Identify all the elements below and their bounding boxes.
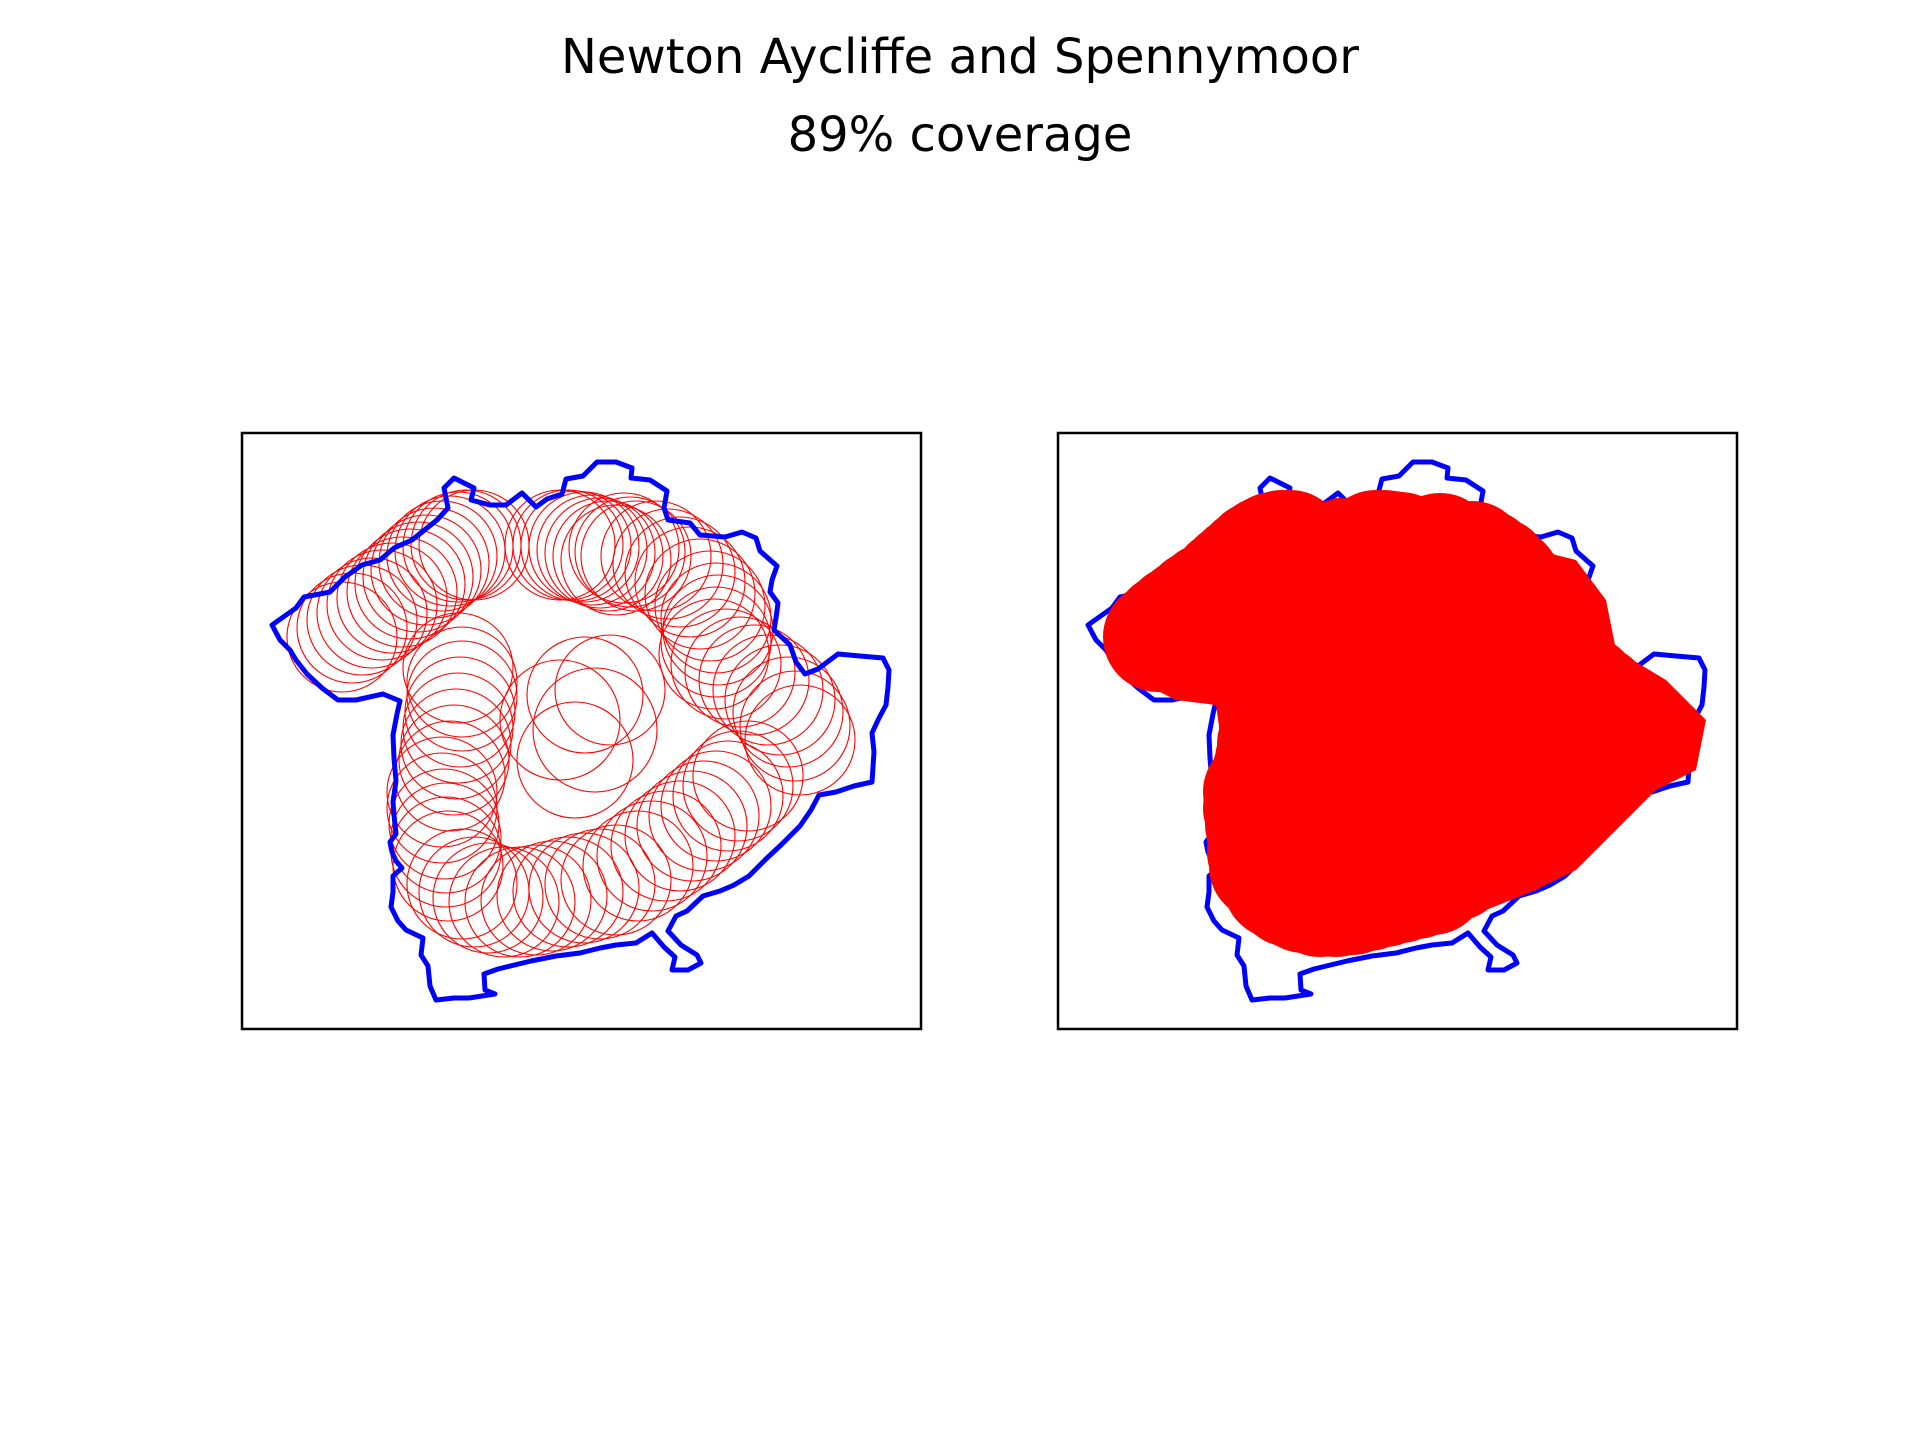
- coverage-circle: [560, 824, 672, 936]
- coverage-circle: [580, 500, 692, 612]
- coverage-circle: [624, 780, 736, 892]
- left-circles-layer: [286, 489, 856, 958]
- coverage-circle: [744, 684, 856, 796]
- coverage-circle: [370, 514, 482, 626]
- coverage-circle: [362, 521, 474, 633]
- coverage-circle: [568, 492, 680, 604]
- coverage-circle: [354, 528, 466, 640]
- coverage-circle: [670, 608, 782, 720]
- coverage-circle: [574, 496, 686, 608]
- coverage-circle: [582, 810, 694, 922]
- coverage-circle: [732, 656, 844, 768]
- figure-subtitle: 89% coverage: [787, 107, 1133, 163]
- coverage-circle: [504, 489, 616, 601]
- coverage-circle: [512, 836, 624, 948]
- coverage-circle: [660, 750, 772, 862]
- coverage-circle: [336, 542, 448, 654]
- coverage-circle: [636, 770, 748, 882]
- coverage-circle: [739, 670, 851, 782]
- coverage-circle: [402, 612, 514, 724]
- figure-title: Newton Aycliffe and Spennymoor: [561, 29, 1359, 85]
- coverage-circle: [1235, 490, 1345, 600]
- coverage-circle: [532, 667, 658, 793]
- right-axes-frame: [1056, 431, 1739, 1031]
- coverage-circle: [516, 701, 634, 819]
- coverage-circle: [406, 626, 518, 738]
- coverage-circle: [496, 840, 608, 952]
- coverage-circle: [448, 846, 560, 958]
- right-panel: [1056, 431, 1739, 1031]
- coverage-circle: [682, 730, 794, 842]
- coverage-circle: [499, 659, 621, 781]
- left-boundary-outline: [269, 459, 892, 1003]
- left-axes-frame: [240, 431, 923, 1031]
- coverage-circle: [536, 494, 648, 606]
- coverage-circle: [692, 720, 804, 832]
- coverage-circle: [386, 736, 498, 848]
- coverage-circle: [596, 800, 708, 912]
- coverage-circle: [660, 586, 772, 698]
- coverage-circle: [612, 508, 724, 620]
- coverage-circle: [610, 790, 722, 902]
- coverage-circle: [624, 516, 736, 628]
- coverage-circle: [464, 846, 576, 958]
- coverage-circle: [554, 634, 666, 746]
- coverage-circle: [526, 636, 644, 754]
- coverage-circle: [406, 640, 518, 752]
- coverage-circle: [544, 828, 656, 940]
- coverage-circle: [662, 574, 774, 686]
- coverage-circle: [1316, 660, 1436, 780]
- coverage-circle: [658, 598, 770, 710]
- coverage-circle: [600, 500, 712, 612]
- coverage-circle: [432, 842, 544, 954]
- coverage-circle: [654, 550, 766, 662]
- coverage-circle: [672, 740, 784, 852]
- figure-title-block: Newton Aycliffe and Spennymoor 89% cover…: [0, 18, 1920, 174]
- coverage-circle: [528, 491, 640, 603]
- right-circles-layer: [1103, 490, 1706, 957]
- coverage-circle: [698, 624, 810, 736]
- coverage-circle: [644, 538, 756, 650]
- left-panel: [240, 431, 923, 1031]
- coverage-circle: [346, 536, 458, 648]
- coverage-circle: [648, 760, 760, 872]
- coverage-circle: [386, 752, 498, 864]
- coverage-circle: [724, 644, 836, 756]
- coverage-circle: [1219, 613, 1329, 723]
- coverage-circle: [406, 828, 518, 940]
